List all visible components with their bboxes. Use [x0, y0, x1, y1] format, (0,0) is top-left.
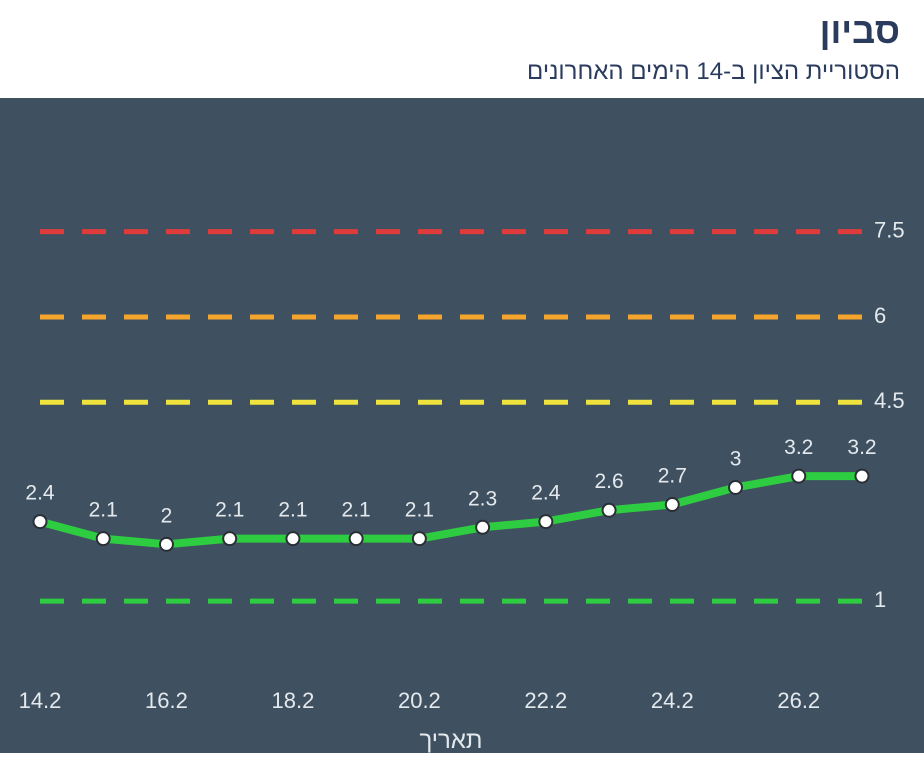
x-tick-label-3: 20.2 — [398, 688, 441, 713]
x-tick-label-0: 14.2 — [19, 688, 62, 713]
series-marker-5 — [350, 532, 363, 545]
threshold-label-2: 4.5 — [874, 388, 905, 413]
x-tick-label-6: 26.2 — [777, 688, 820, 713]
series-marker-9 — [603, 504, 616, 517]
chart-svg: 7.5 6 4.5 1 2.4 2.1 2 2.1 2.1 2.1 2.1 2.3 2.4 2.6 2.7 3… — [0, 98, 924, 753]
series-marker-8 — [539, 515, 552, 528]
series-data-label-6: 2.1 — [405, 499, 434, 522]
x-tick-label-5: 24.2 — [651, 688, 694, 713]
series-data-label-11: 3 — [730, 447, 742, 470]
x-tick-label-1: 16.2 — [145, 688, 188, 713]
x-axis-title: תאריך — [419, 727, 482, 753]
series-marker-13 — [856, 470, 869, 483]
threshold-label-1: 6 — [874, 303, 886, 328]
x-tick-label-4: 22.2 — [524, 688, 567, 713]
threshold-label-3: 1 — [874, 587, 886, 612]
threshold-label-0: 7.5 — [874, 217, 905, 242]
series-data-label-3: 2.1 — [215, 499, 244, 522]
series-data-label-13: 3.2 — [847, 436, 876, 459]
series-data-label-1: 2.1 — [89, 499, 118, 522]
series-marker-1 — [97, 532, 110, 545]
score-history-chart: 7.5 6 4.5 1 2.4 2.1 2 2.1 2.1 2.1 2.1 2.3 2.4 2.6 2.7 3… — [0, 98, 924, 753]
x-tick-label-2: 18.2 — [272, 688, 315, 713]
series-data-label-0: 2.4 — [25, 482, 55, 505]
series-data-label-2: 2 — [161, 504, 173, 527]
page-subtitle: הסטוריית הציון ב-14 הימים האחרונים — [24, 58, 900, 86]
chart-background — [0, 98, 924, 753]
series-marker-6 — [413, 532, 426, 545]
series-marker-2 — [160, 538, 173, 551]
series-marker-11 — [729, 481, 742, 494]
series-data-label-12: 3.2 — [784, 436, 813, 459]
page-title: סביון — [24, 10, 900, 52]
series-marker-0 — [34, 515, 47, 528]
series-data-label-5: 2.1 — [342, 499, 371, 522]
series-data-label-8: 2.4 — [531, 482, 561, 505]
series-marker-10 — [666, 498, 679, 511]
series-marker-4 — [286, 532, 299, 545]
series-data-label-4: 2.1 — [278, 499, 307, 522]
series-marker-12 — [792, 470, 805, 483]
series-marker-7 — [476, 521, 489, 534]
series-data-label-7: 2.3 — [468, 487, 497, 510]
series-marker-3 — [223, 532, 236, 545]
series-data-label-10: 2.7 — [658, 465, 687, 488]
series-data-label-9: 2.6 — [594, 470, 623, 493]
